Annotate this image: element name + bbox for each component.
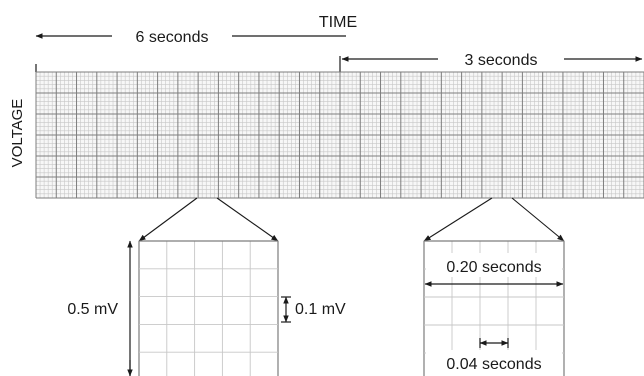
tenth-millivolt-label: 0.1 mV bbox=[295, 301, 346, 318]
zoom-line-right-b bbox=[511, 197, 565, 242]
time-label: TIME bbox=[319, 14, 357, 31]
voltage-label: VOLTAGE bbox=[9, 99, 26, 168]
zoom-line-left-a bbox=[138, 197, 198, 242]
big-square-time-label: 0.20 seconds bbox=[446, 259, 541, 276]
small-square-time-label: 0.04 seconds bbox=[446, 356, 541, 373]
half-millivolt-label: 0.5 mV bbox=[67, 301, 118, 318]
magnified-large-square-background bbox=[139, 241, 278, 376]
big-square-time-label-box bbox=[426, 253, 562, 277]
zoom-line-left-b bbox=[216, 197, 279, 242]
magnified-time-square bbox=[423, 240, 565, 376]
ecg-strip-bold-grid bbox=[35, 71, 644, 199]
ecg-strip bbox=[35, 71, 644, 199]
magnified-large-square-grid bbox=[138, 240, 279, 376]
three-seconds-label: 3 seconds bbox=[465, 52, 538, 69]
zoom-line-right-a bbox=[423, 197, 493, 242]
magnified-large-square bbox=[138, 240, 279, 376]
small-square-time-label-box bbox=[426, 350, 562, 376]
six-seconds-label: 6 seconds bbox=[136, 29, 209, 46]
